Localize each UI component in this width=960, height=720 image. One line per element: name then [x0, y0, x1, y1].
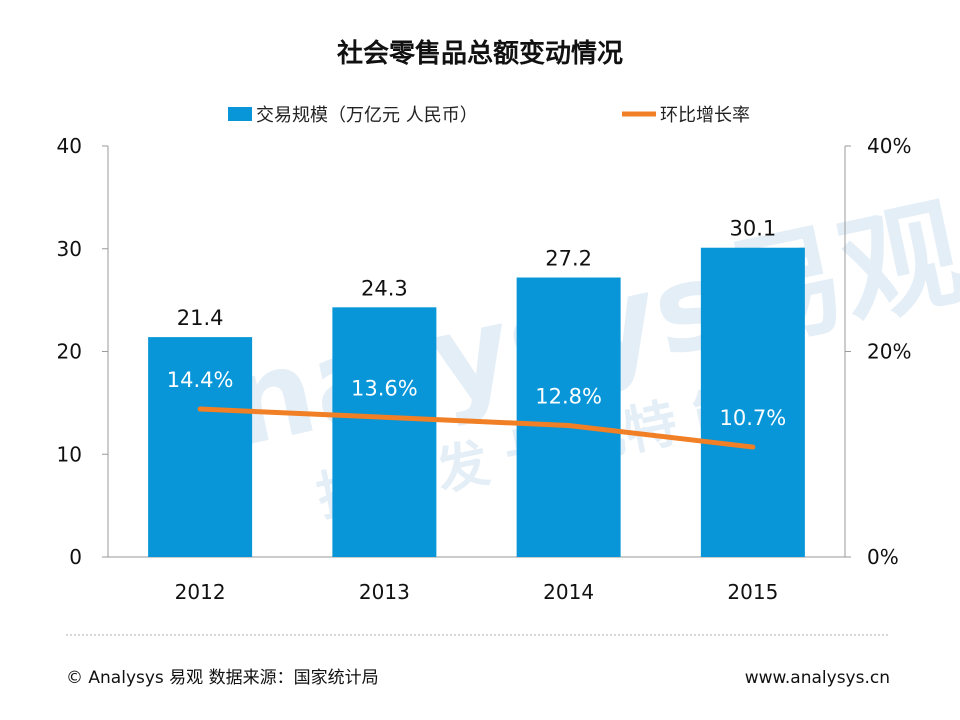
- category-label: 2015: [727, 580, 778, 604]
- category-label: 2012: [175, 580, 226, 604]
- left-axis-tick-label: 30: [57, 237, 82, 261]
- growth-value-label: 13.6%: [351, 376, 418, 400]
- left-axis-tick-label: 20: [57, 340, 82, 364]
- left-axis-tick-label: 40: [57, 134, 82, 158]
- bar[interactable]: [148, 337, 253, 557]
- footer-source: © Analysys 易观 数据来源：国家统计局: [66, 668, 379, 688]
- category-label: 2014: [543, 580, 594, 604]
- bar-value-label: 24.3: [361, 276, 408, 300]
- bar-value-label: 30.1: [729, 217, 776, 241]
- bar[interactable]: [332, 307, 437, 557]
- growth-line[interactable]: [197, 406, 756, 450]
- left-axis-tick-label: 0: [69, 545, 82, 569]
- legend: 交易规模（万亿元 人民币） 环比增长率: [228, 105, 750, 126]
- growth-value-label: 12.8%: [535, 384, 602, 408]
- bars: [148, 247, 805, 557]
- chart-title: 社会零售品总额变动情况: [337, 38, 623, 69]
- bar[interactable]: [700, 247, 805, 557]
- left-axis-tick-label: 10: [57, 442, 82, 466]
- bar[interactable]: [516, 277, 621, 557]
- category-label: 2013: [359, 580, 410, 604]
- axes: 0 10 20 30 40 0% 20% 40%: [57, 134, 912, 569]
- bar-labels: 21.4 24.3 27.2 30.1: [177, 217, 777, 330]
- bar-value-label: 27.2: [545, 247, 592, 271]
- legend-line-label: 环比增长率: [660, 105, 750, 126]
- growth-value-label: 14.4%: [167, 368, 234, 392]
- right-axis-tick-label: 40%: [867, 134, 911, 158]
- right-axis-tick-label: 0%: [867, 545, 899, 569]
- growth-line-series: [197, 406, 756, 450]
- legend-bar-swatch: [228, 107, 252, 121]
- growth-value-label: 10.7%: [720, 406, 787, 430]
- legend-bar-label: 交易规模（万亿元 人民币）: [256, 105, 478, 126]
- bar-value-label: 21.4: [177, 306, 224, 330]
- growth-labels: 14.4% 13.6% 12.8% 10.7%: [167, 368, 786, 430]
- right-axis-tick-label: 20%: [867, 340, 911, 364]
- footer-website[interactable]: www.analysys.cn: [745, 668, 890, 688]
- category-labels: 2012 2013 2014 2015: [175, 580, 779, 604]
